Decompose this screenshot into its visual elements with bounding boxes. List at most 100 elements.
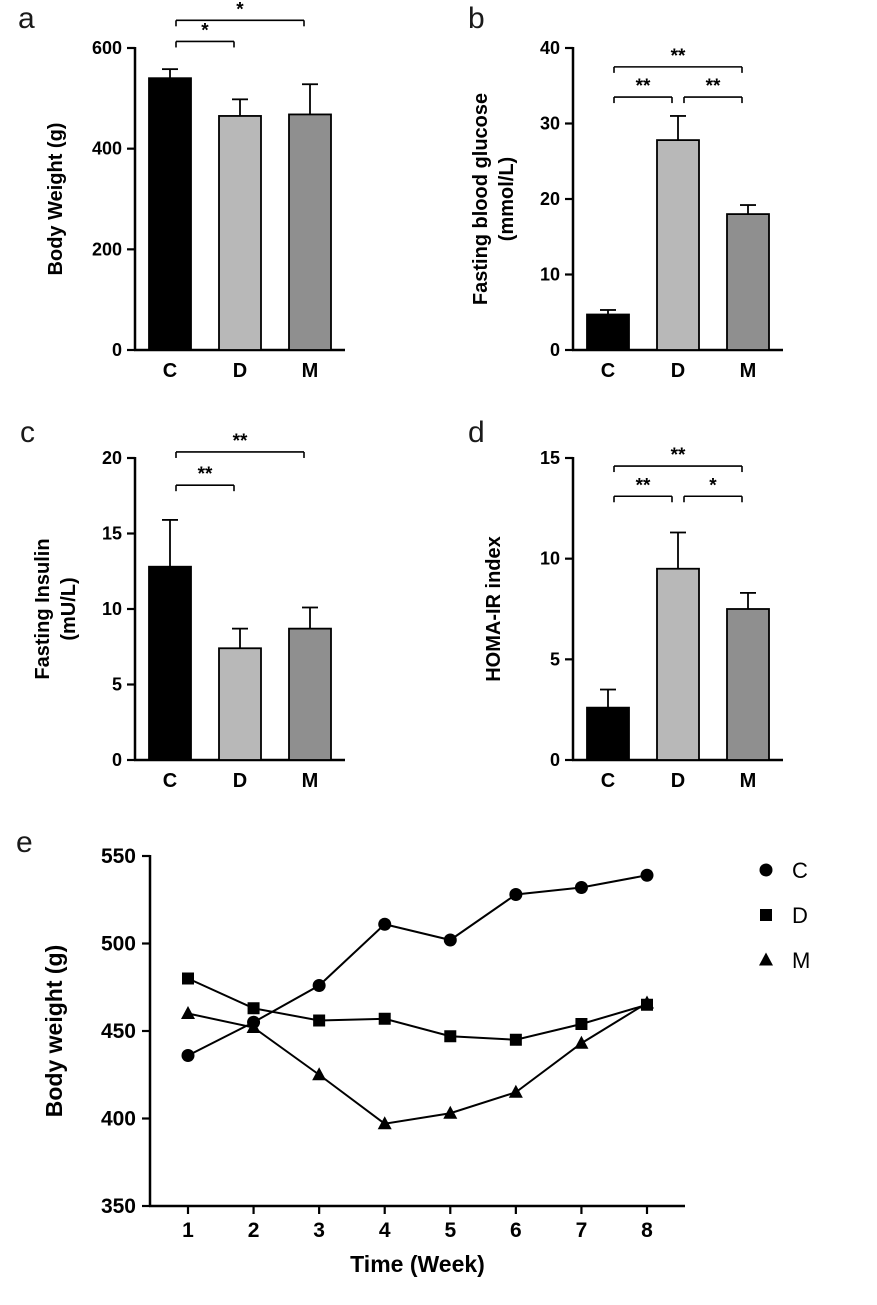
y-tick-label: 10: [540, 265, 560, 285]
x-tick-label: 5: [444, 1219, 456, 1242]
x-category-label: M: [740, 360, 757, 382]
significance-label: *: [709, 475, 717, 496]
bar-D: [656, 139, 700, 351]
y-tick-label: 15: [102, 524, 122, 544]
x-tick-label: 2: [248, 1219, 260, 1242]
series-marker-D: [247, 1002, 260, 1015]
fasting-insulin-bar-chart: 0 5 10 15 20 Fasting Insulin (mU/L) C D M ** **: [32, 431, 345, 792]
y-tick-label: 15: [540, 448, 560, 468]
y-axis-title: (mmol/L): [496, 157, 518, 241]
x-tick-label: 1: [182, 1219, 194, 1242]
x-category-label: M: [302, 360, 319, 382]
y-tick-label: 5: [550, 649, 560, 669]
y-tick-label: 0: [112, 340, 122, 360]
significance-label: **: [636, 475, 651, 496]
series-marker-C: [312, 979, 326, 992]
series-marker-C: [378, 917, 392, 931]
y-tick-label: 20: [102, 448, 122, 468]
series-marker-C: [640, 868, 654, 882]
y-tick-label: 550: [101, 845, 136, 868]
x-tick-label: 8: [641, 1219, 653, 1242]
significance-label: **: [671, 445, 686, 466]
series-marker-M: [443, 1105, 458, 1119]
bar-M: [726, 608, 770, 761]
y-tick-label: 400: [101, 1108, 136, 1131]
y-tick-label: 350: [101, 1195, 136, 1218]
series-marker-D: [575, 1018, 588, 1030]
y-tick-label: 0: [550, 750, 560, 770]
x-category-label: D: [233, 770, 247, 792]
x-category-label: D: [671, 770, 685, 792]
y-tick-label: 500: [101, 933, 136, 956]
x-category-label: D: [671, 360, 685, 382]
panel-a-label: a: [18, 2, 35, 35]
series-marker-D: [378, 1012, 391, 1025]
panel-c-label: c: [20, 416, 35, 449]
y-axis-title: Body weight (g): [41, 945, 67, 1117]
series-marker-D: [182, 972, 194, 985]
series-marker-M: [640, 995, 654, 1009]
legend-label-C: C: [792, 858, 808, 883]
series-marker-D: [313, 1014, 326, 1027]
body-weight-bar-chart: 0 200 400 600 Body Weight (g) C D M * *: [45, 0, 345, 382]
panel-e: e 350 400 450 500 550 1 2 3 4 5 6 7 8 Body weight (g)…: [0, 818, 877, 1305]
chart-b: 0 10 20 30 40 Fasting blood glucose (mmol/L) C D…: [470, 38, 783, 382]
series-marker-M: [377, 1116, 392, 1130]
fasting-blood-glucose-bar-chart: 0 10 20 30 40 Fasting blood glucose (mmol/L) C D…: [470, 38, 783, 382]
series-marker-C: [574, 881, 588, 894]
y-tick-label: 450: [101, 1020, 136, 1043]
x-category-label: C: [601, 360, 615, 382]
y-tick-label: 10: [102, 599, 122, 619]
legend-label-M: M: [792, 948, 810, 973]
bar-M: [726, 213, 770, 351]
series-line-M: [187, 1002, 648, 1125]
series-marker-D: [509, 1033, 522, 1046]
series-marker-M: [508, 1084, 523, 1098]
x-category-label: C: [601, 770, 615, 792]
significance-label: *: [201, 20, 209, 41]
y-axis-title: HOMA-IR index: [483, 536, 505, 682]
y-axis-title: (mU/L): [58, 577, 80, 640]
panel-c: c 0 5 10 15 20 Fasting Insulin (mU/L) C D M ** **: [0, 410, 438, 818]
series-marker-M: [246, 1020, 261, 1033]
series-marker-M: [574, 1035, 589, 1049]
series-line-D: [187, 977, 648, 1041]
bar-D: [218, 115, 262, 351]
x-category-label: M: [302, 770, 319, 792]
x-category-label: C: [163, 770, 177, 792]
y-tick-label: 10: [540, 549, 560, 569]
series-line-C: [187, 874, 648, 1057]
y-axis-title: Body Weight (g): [45, 123, 67, 276]
body-weight-line-chart: 350 400 450 500 550 1 2 3 4 5 6 7 8 Body weight (g) Ti…: [41, 845, 810, 1277]
significance-label: **: [706, 76, 721, 97]
bar-M: [288, 627, 332, 761]
x-category-label: M: [740, 770, 757, 792]
significance-label: *: [236, 0, 244, 20]
x-tick-label: 4: [379, 1219, 391, 1242]
y-axis-title: Fasting blood glucose: [470, 93, 492, 305]
panel-d: d 0 5 10 15 HOMA-IR index C D M ** * **: [438, 410, 877, 818]
bar-C: [586, 706, 630, 761]
x-axis-title: Time (Week): [350, 1251, 485, 1277]
series-marker-M: [312, 1067, 327, 1081]
legend-marker-M: [759, 952, 773, 966]
bar-C: [148, 77, 192, 351]
y-tick-label: 400: [92, 139, 122, 159]
significance-label: **: [233, 431, 248, 452]
x-tick-label: 6: [510, 1219, 522, 1242]
bar-D: [656, 567, 700, 761]
significance-label: **: [198, 464, 213, 485]
series-marker-C: [509, 888, 523, 901]
y-tick-label: 40: [540, 38, 560, 58]
x-category-label: D: [233, 360, 247, 382]
significance-label: **: [671, 46, 686, 67]
y-tick-label: 600: [92, 38, 122, 58]
panel-b: b 0 10 20 30 40 Fasting blood glucose (mmol/L)…: [438, 0, 877, 408]
bar-C: [586, 313, 630, 351]
bar-C: [148, 565, 192, 761]
panel-e-label: e: [16, 826, 33, 859]
legend-label-D: D: [792, 903, 808, 928]
panel-d-label: d: [468, 416, 485, 449]
